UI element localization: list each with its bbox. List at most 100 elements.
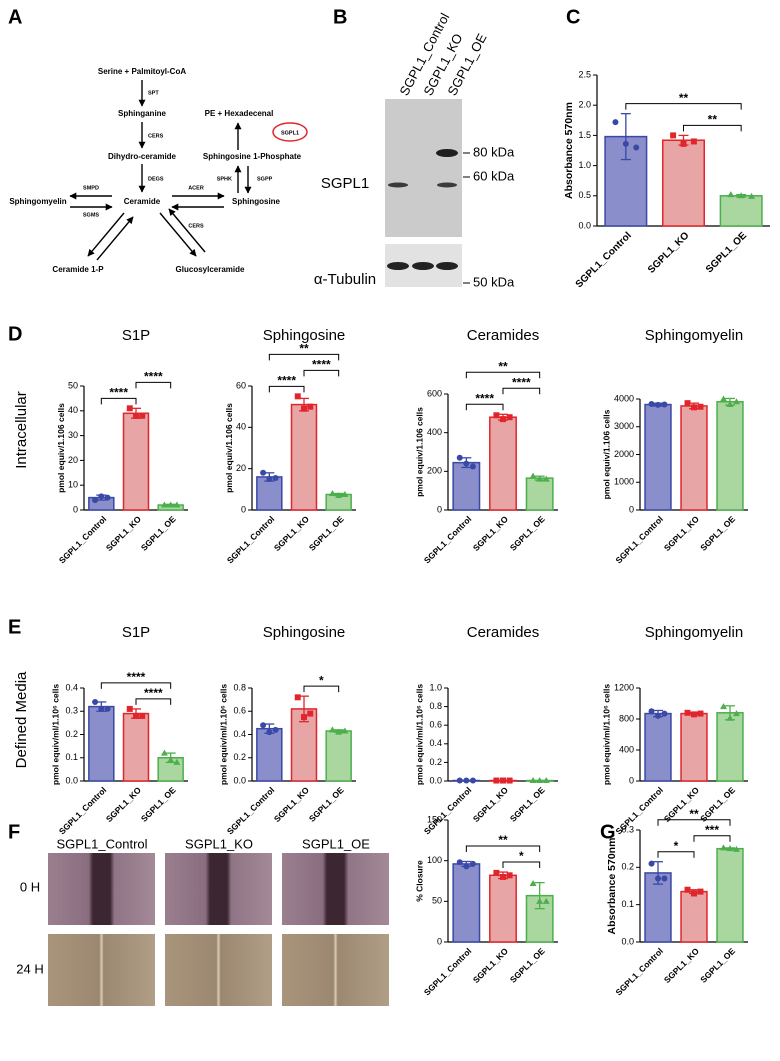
- metabolite: PE + Hexadecenal: [205, 109, 274, 118]
- bar: [122, 412, 150, 511]
- y-tick-label: 2.0: [578, 100, 591, 110]
- x-tick-label: SGPL1_OE: [508, 785, 547, 824]
- y-tick-label: 0: [73, 504, 78, 514]
- significance-bracket: [502, 861, 541, 869]
- data-point: [536, 475, 544, 482]
- x-tick-label: SGPL1_Control: [57, 785, 108, 836]
- data-point: [104, 705, 111, 712]
- data-point: [469, 463, 476, 470]
- bar: [88, 705, 115, 782]
- y-tick-label: 0.2: [65, 729, 78, 739]
- y-axis-label: pmol equiv/ml/1.10⁶ cells: [601, 684, 611, 786]
- x-tick-label: SGPL1_OE: [307, 785, 346, 824]
- y-tick-label: 0: [437, 936, 442, 946]
- micrograph: [165, 934, 272, 1006]
- y-tick-label: 200: [427, 466, 442, 476]
- significance-bracket: [135, 381, 172, 389]
- significance-label: *: [319, 673, 324, 687]
- y-tick-label: 0.6: [233, 706, 246, 716]
- micrograph: [282, 853, 389, 925]
- data-point: [684, 400, 691, 407]
- data-point: [463, 460, 470, 467]
- y-tick-label: 2000: [614, 449, 634, 459]
- data-point: [727, 191, 735, 198]
- condition-label: SGPL1_OE: [302, 836, 370, 851]
- data-point: [133, 412, 139, 419]
- data-point: [160, 749, 168, 756]
- data-point: [684, 886, 691, 893]
- significance-label: ***: [705, 823, 719, 837]
- data-point: [661, 401, 668, 408]
- y-tick-label: 40: [68, 405, 78, 415]
- y-tick-label: 0.1: [621, 899, 634, 909]
- data-point: [542, 777, 550, 784]
- arrow: [168, 208, 206, 253]
- significance-label: ****: [144, 369, 163, 383]
- y-axis-label: pmol equiv/1.106 cells: [601, 409, 611, 499]
- data-point: [691, 711, 697, 718]
- protein-label: α-Tubulin: [314, 271, 376, 288]
- x-tick-label: SGPL1_KO: [471, 946, 510, 985]
- enzyme: SGMS: [83, 212, 100, 218]
- x-tick-label: SGPL1_KO: [646, 230, 692, 276]
- panel-label: B: [333, 6, 347, 28]
- data-point: [720, 703, 728, 710]
- data-point: [98, 493, 105, 500]
- x-tick-label: SGPL1_Control: [614, 946, 665, 997]
- chart-title: S1P: [122, 624, 150, 641]
- y-tick-label: 800: [619, 713, 634, 723]
- data-point: [126, 705, 133, 712]
- x-tick-label: SGPL1_Control: [57, 514, 108, 565]
- metabolite: Ceramide 1-P: [52, 265, 104, 274]
- data-point: [661, 875, 668, 882]
- x-tick-label: SGPL1_KO: [662, 946, 701, 985]
- data-point: [690, 138, 697, 145]
- x-tick-label: SGPL1_OE: [307, 514, 346, 553]
- band: [412, 262, 434, 270]
- y-tick-label: 0.2: [429, 757, 442, 767]
- y-tick-label: 0.2: [621, 862, 634, 872]
- data-point: [536, 777, 544, 784]
- significance-bracket: [502, 387, 541, 395]
- data-point: [529, 472, 537, 479]
- x-tick-label: SGPL1_OE: [698, 946, 737, 985]
- y-axis-label: pmol equiv/ml/1.10⁶ cells: [219, 684, 229, 786]
- y-tick-label: 0: [437, 504, 442, 514]
- chart-title: Sphingomyelin: [645, 624, 743, 641]
- data-point: [341, 491, 349, 497]
- significance-label: ****: [312, 358, 331, 372]
- data-point: [493, 412, 500, 419]
- chart-title: Ceramides: [467, 624, 540, 641]
- micrograph: [282, 934, 389, 1006]
- y-tick-label: 100: [427, 855, 442, 865]
- data-point: [173, 758, 181, 765]
- y-axis-label: pmol equiv/ml/1.10⁶ cells: [51, 684, 61, 786]
- data-point: [260, 469, 267, 476]
- y-tick-label: 0.3: [621, 824, 634, 834]
- significance-label: ****: [475, 391, 494, 405]
- data-point: [684, 709, 691, 716]
- y-axis-label: pmol equiv/1.106 cells: [415, 407, 425, 497]
- data-point: [98, 705, 105, 712]
- data-point: [748, 192, 756, 199]
- significance-label: *: [674, 839, 679, 853]
- x-tick-label: SGPL1_OE: [139, 785, 178, 824]
- significance-bracket: [465, 371, 541, 379]
- y-axis-label: % Closure: [415, 860, 425, 902]
- time-label: 0 H: [20, 879, 40, 894]
- y-tick-label: 150: [427, 814, 442, 824]
- panel-label: G: [600, 821, 616, 843]
- data-point: [622, 140, 629, 147]
- x-tick-label: SGPL1_OE: [508, 946, 547, 985]
- data-point: [732, 398, 740, 405]
- chart-title: Sphingosine: [263, 624, 346, 641]
- enzyme: SPHK: [217, 176, 232, 182]
- chart-title: Sphingomyelin: [645, 327, 743, 344]
- significance-label: **: [708, 113, 718, 127]
- band: [436, 149, 458, 157]
- band: [436, 262, 458, 270]
- data-point: [469, 860, 476, 867]
- x-tick-label: SGPL1_OE: [508, 514, 547, 553]
- data-point: [737, 192, 745, 199]
